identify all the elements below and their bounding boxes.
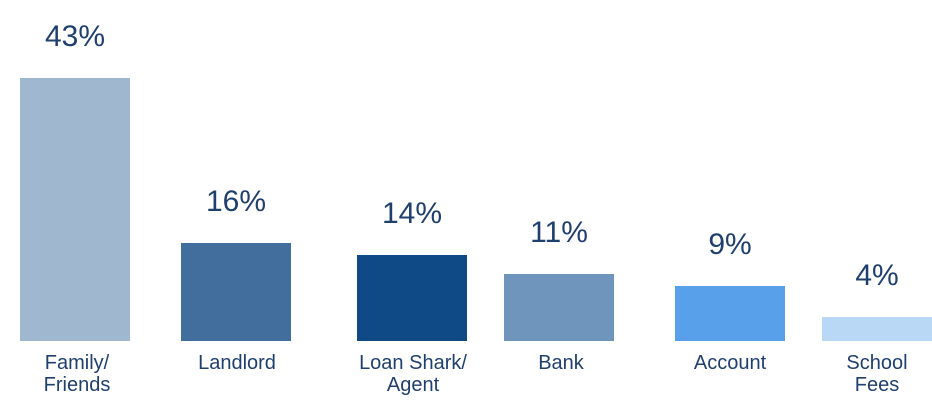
category-label-3: Bank [476,352,646,374]
bar-1 [181,243,291,341]
bar-4 [675,286,785,341]
value-label-1: 16% [166,187,306,217]
value-label-3: 11% [489,218,629,248]
category-label-1: Landlord [152,352,322,374]
bar-0 [20,78,130,341]
value-label-0: 43% [5,22,145,52]
bar-5 [822,317,932,341]
value-label-2: 14% [342,199,482,229]
bar-2 [357,255,467,341]
category-label-2: Loan Shark/Agent [328,352,498,396]
value-label-4: 9% [660,230,800,260]
category-label-4: Account [645,352,815,374]
category-label-5: School Fees [792,352,932,396]
category-label-0: Family/Friends [0,352,162,396]
value-label-5: 4% [807,261,932,291]
bar-3 [504,274,614,341]
